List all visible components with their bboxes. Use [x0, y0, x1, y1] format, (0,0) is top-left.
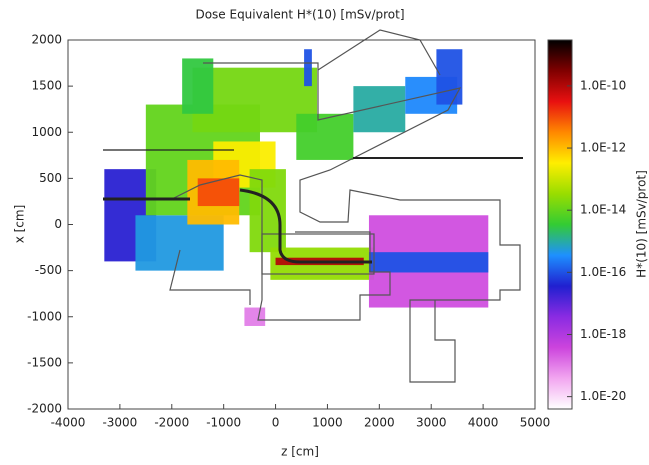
x-tick-label: -1000 — [206, 416, 241, 430]
x-tick-label: 0 — [272, 416, 280, 430]
y-tick-label: 500 — [39, 171, 62, 185]
colorbar-tick-label: 1.0E-16 — [580, 265, 626, 279]
y-tick-label: 1500 — [31, 79, 62, 93]
x-tick-label: 3000 — [416, 416, 447, 430]
colorbar-tick-label: 1.0E-14 — [580, 203, 626, 217]
y-axis-label: x [cm] — [13, 205, 27, 244]
x-tick-label: -4000 — [51, 416, 86, 430]
x-tick-label: -2000 — [154, 416, 189, 430]
y-tick-label: -1000 — [27, 309, 62, 323]
wall-outline — [317, 29, 441, 76]
colorbar-tick-label: 1.0E-18 — [580, 327, 626, 341]
colorbar-label: H*(10) [mSv/prot] — [635, 170, 649, 278]
chart-title: Dose Equivalent H*(10) [mSv/prot] — [195, 8, 404, 22]
x-tick-label: 2000 — [364, 416, 395, 430]
x-tick-label: 1000 — [312, 416, 343, 430]
x-tick-label: 5000 — [520, 416, 551, 430]
x-axis-label: z [cm] — [281, 445, 319, 459]
y-tick-label: 0 — [54, 217, 62, 231]
colorbar — [547, 39, 573, 410]
y-tick-label: 2000 — [31, 33, 62, 47]
tunnel — [261, 233, 375, 275]
heat-cell — [244, 307, 266, 326]
colorbar-tick-label: 1.0E-12 — [580, 141, 626, 155]
heat-cell — [296, 113, 354, 160]
y-tick-label: 1000 — [31, 125, 62, 139]
heat-cell — [182, 58, 214, 114]
heat-cell — [353, 86, 406, 133]
y-tick-label: -1500 — [27, 355, 62, 369]
heat-cell — [304, 49, 312, 87]
colorbar-tick-label: 1.0E-10 — [580, 78, 626, 92]
wall-outline — [203, 62, 521, 383]
y-tick-label: -2000 — [27, 402, 62, 416]
geometry — [103, 29, 523, 383]
heat-cell — [368, 252, 489, 273]
colorbar-tick-label: 1.0E-20 — [580, 389, 626, 403]
x-tick-label: -3000 — [102, 416, 137, 430]
wall-outline — [169, 174, 391, 321]
y-tick-label: -500 — [35, 263, 62, 277]
wall-outline — [169, 249, 251, 305]
heat-cell — [197, 178, 240, 207]
x-tick-label: 4000 — [468, 416, 499, 430]
heat-cell — [436, 49, 463, 105]
heatmap — [104, 49, 489, 326]
beamline — [239, 188, 372, 264]
